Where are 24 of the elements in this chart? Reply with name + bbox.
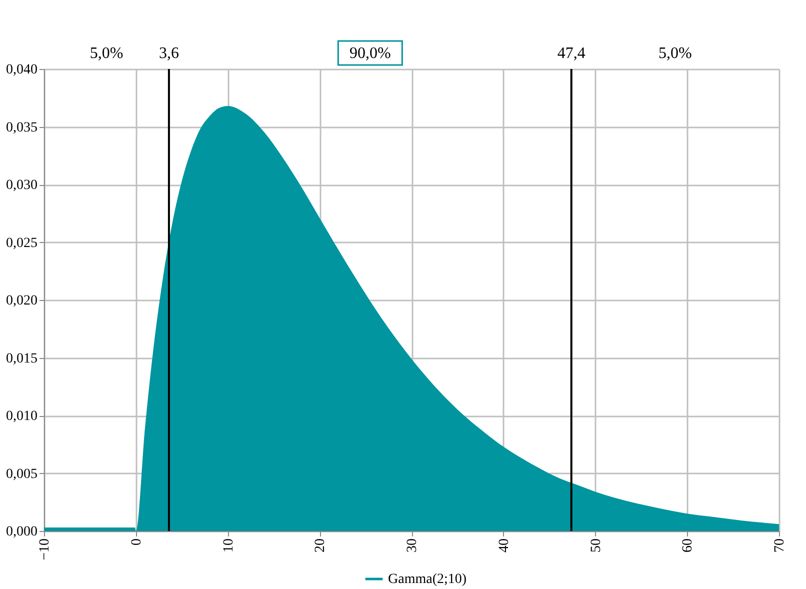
y-tick-label: 0,010 — [6, 409, 38, 424]
y-tick-label: 0,030 — [6, 178, 38, 193]
x-tick-label: 40 — [496, 538, 512, 552]
x-tick-label: 30 — [405, 538, 420, 552]
y-tick-label: 0,020 — [6, 294, 38, 308]
y-tick-label: 0,035 — [6, 120, 38, 136]
x-tick-label: 10 — [221, 538, 236, 552]
x-tick-label: 20 — [313, 538, 328, 552]
y-tick-label: 0,000 — [6, 524, 38, 540]
x-tick-label: 50 — [588, 538, 604, 552]
x-tick-label: 0 — [129, 538, 144, 546]
ref-line-label: 3,6 — [158, 45, 179, 62]
ref-line-label: 47,4 — [557, 45, 586, 62]
y-tick-label: 0,025 — [6, 236, 38, 251]
x-tick-label: −10 — [38, 538, 52, 560]
x-tick-label: 60 — [680, 538, 696, 552]
legend-label: Gamma(2;10) — [388, 572, 467, 587]
text: 5,0% — [90, 45, 124, 62]
x-tick-label: 70 — [772, 538, 788, 552]
y-tick-label: 0,040 — [6, 62, 38, 78]
text: 90,0% — [349, 45, 391, 62]
text: 5,0% — [658, 45, 692, 62]
y-tick-label: 0,015 — [6, 351, 38, 366]
y-tick-label: 0,005 — [6, 466, 38, 482]
